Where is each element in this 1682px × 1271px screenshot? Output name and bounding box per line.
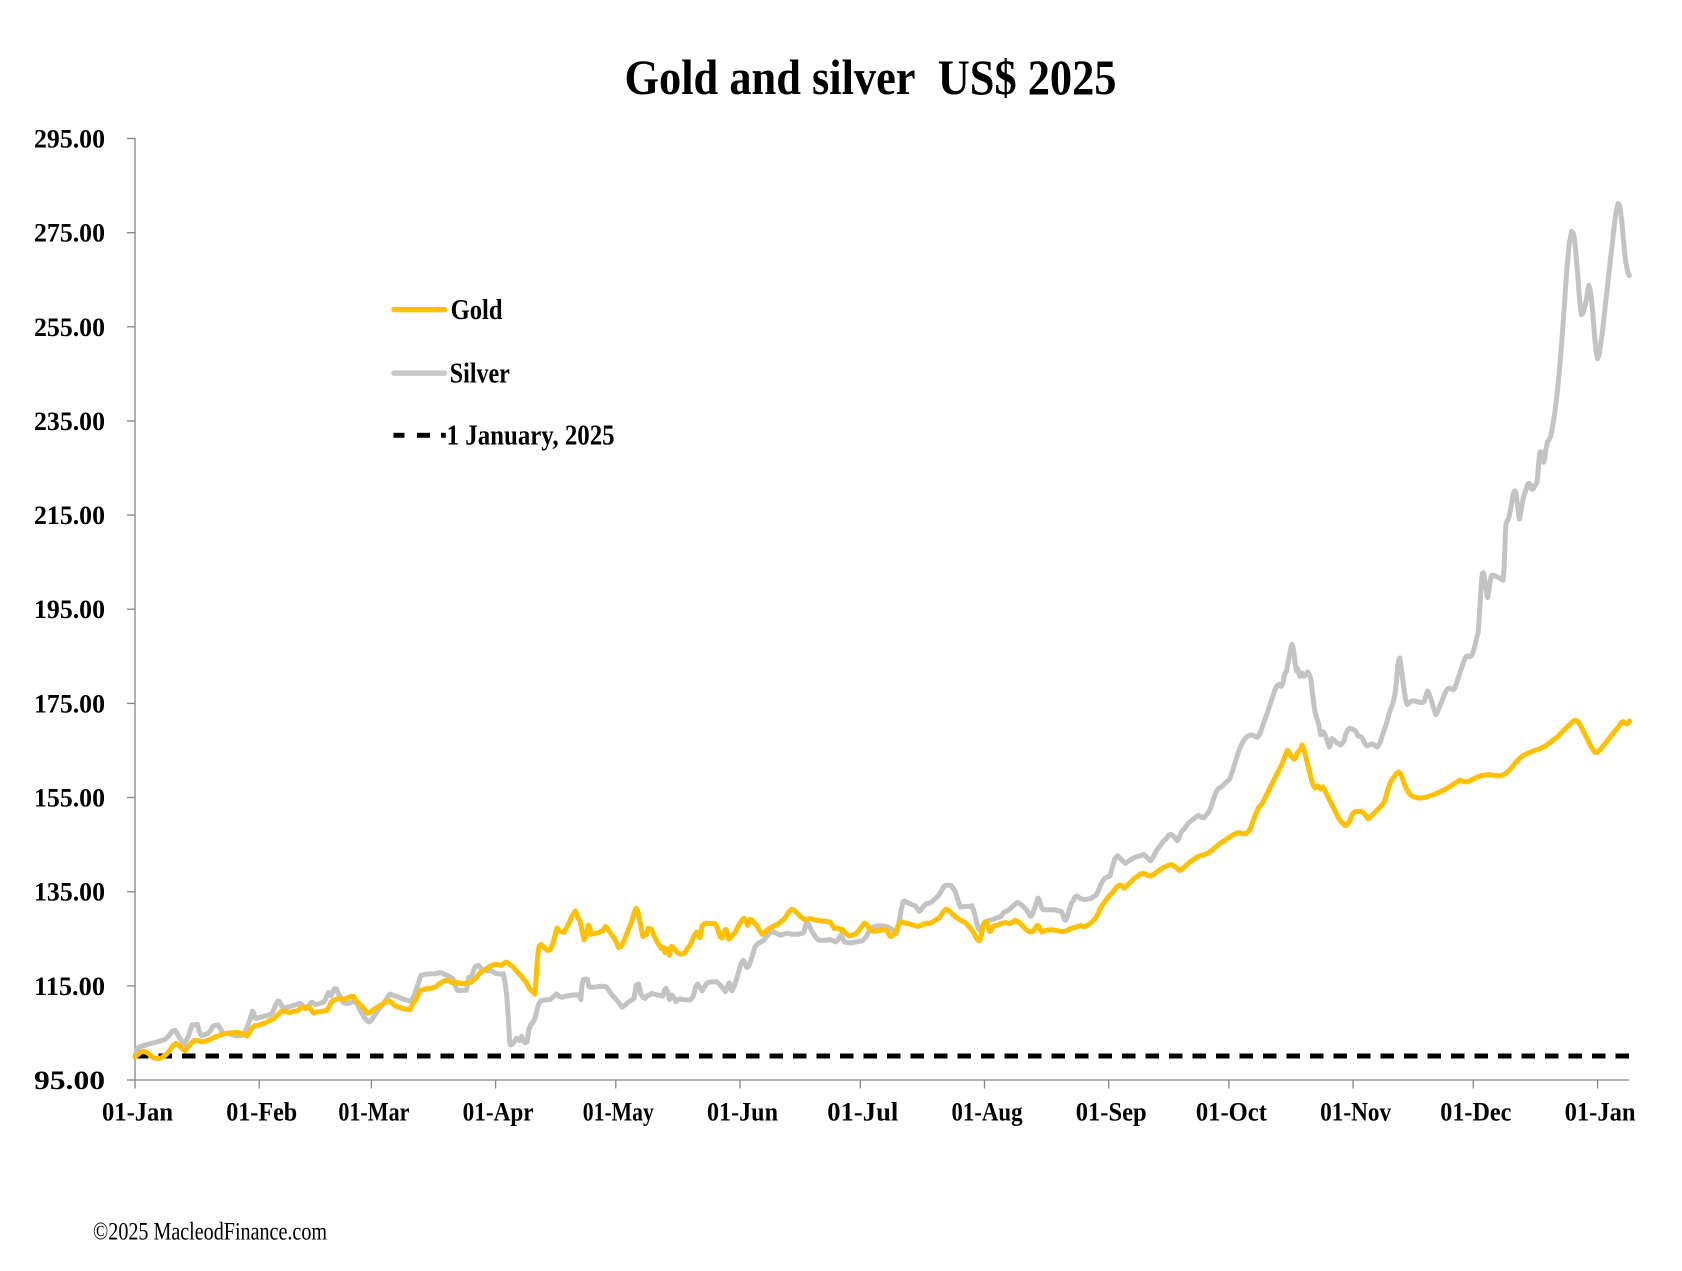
- svg-text:235.00: 235.00: [34, 406, 105, 436]
- svg-text:275.00: 275.00: [34, 218, 105, 248]
- svg-text:215.00: 215.00: [34, 500, 105, 530]
- svg-text:01-Feb: 01-Feb: [226, 1097, 297, 1127]
- svg-text:01-Mar: 01-Mar: [338, 1097, 409, 1127]
- svg-text:135.00: 135.00: [34, 877, 105, 907]
- svg-text:255.00: 255.00: [34, 312, 105, 342]
- svg-text:195.00: 195.00: [34, 594, 105, 624]
- svg-text:01-Jun: 01-Jun: [707, 1097, 778, 1127]
- svg-text:01-Dec: 01-Dec: [1440, 1097, 1511, 1127]
- svg-text:01-Jan: 01-Jan: [1565, 1097, 1636, 1127]
- svg-text:01-Aug: 01-Aug: [952, 1097, 1023, 1127]
- svg-text:01-Apr: 01-Apr: [463, 1097, 534, 1127]
- svg-text:01-Sep: 01-Sep: [1076, 1097, 1147, 1127]
- svg-text:01-May: 01-May: [583, 1097, 654, 1127]
- svg-text:1 January, 2025: 1 January, 2025: [447, 421, 615, 452]
- svg-text:©2025 MacleodFinance.com: ©2025 MacleodFinance.com: [93, 1219, 327, 1246]
- svg-text:175.00: 175.00: [34, 688, 105, 718]
- svg-text:Silver: Silver: [450, 358, 510, 389]
- svg-text:Gold: Gold: [451, 295, 503, 326]
- svg-text:01-Oct: 01-Oct: [1196, 1097, 1267, 1127]
- svg-text:95.00: 95.00: [34, 1065, 105, 1095]
- svg-text:115.00: 115.00: [34, 971, 105, 1001]
- svg-text:Gold and silver US$ 2025: Gold and silver US$ 2025: [625, 49, 1117, 105]
- svg-text:01-Jan: 01-Jan: [102, 1097, 173, 1127]
- svg-text:01-Jul: 01-Jul: [827, 1097, 898, 1127]
- svg-text:01-Nov: 01-Nov: [1320, 1097, 1392, 1127]
- svg-text:295.00: 295.00: [34, 124, 105, 154]
- svg-text:155.00: 155.00: [34, 783, 105, 813]
